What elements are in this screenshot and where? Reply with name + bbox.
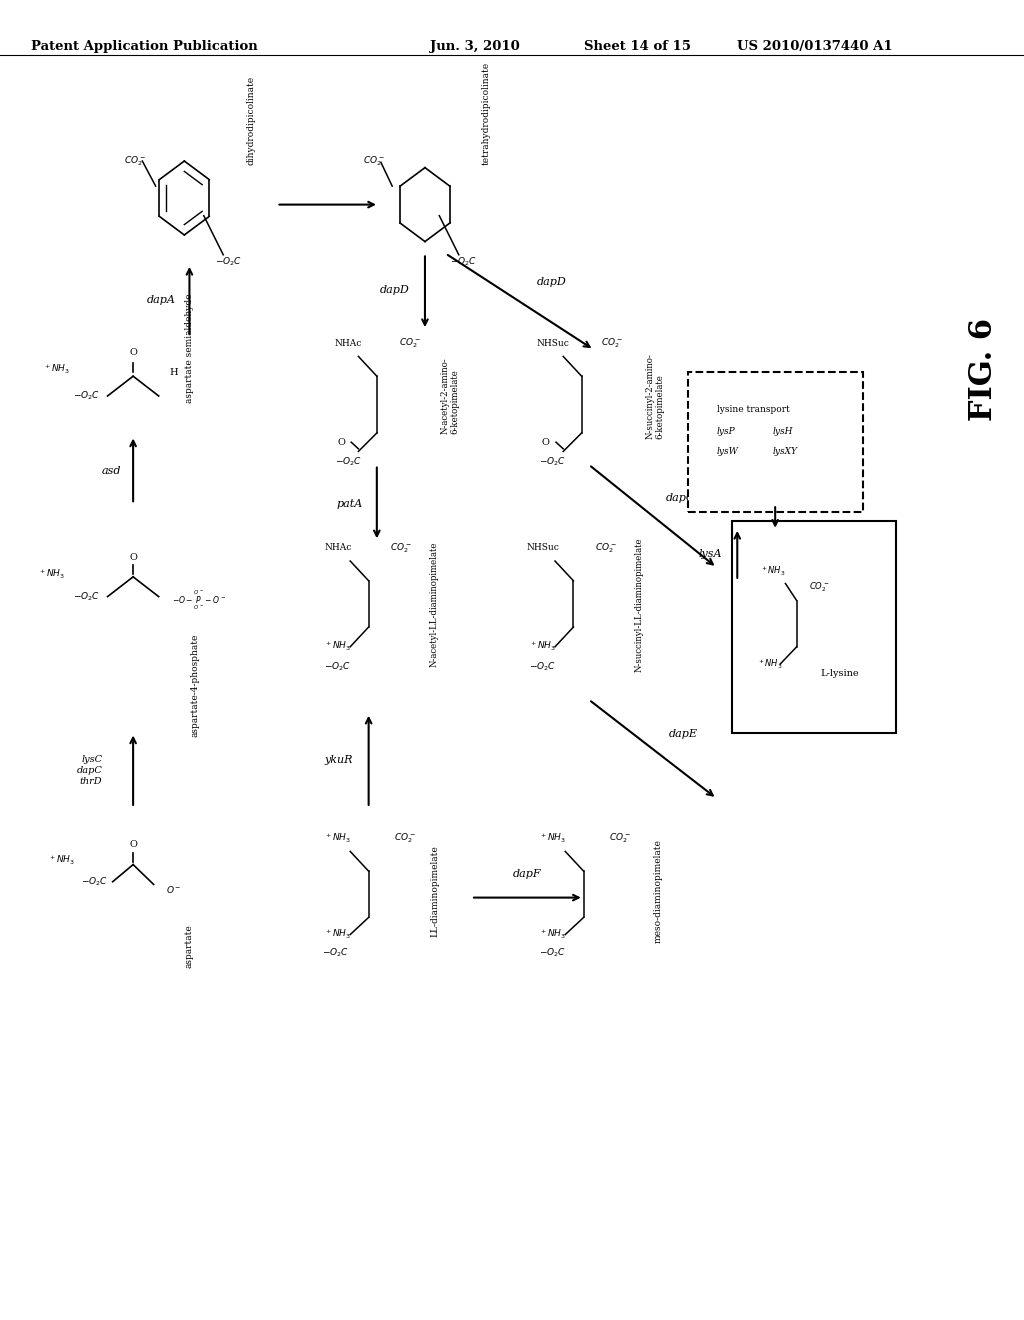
Text: asd: asd	[101, 466, 121, 477]
Text: FIG. 6: FIG. 6	[968, 318, 998, 421]
Text: O: O	[337, 438, 345, 446]
Text: dapE: dapE	[669, 729, 697, 739]
Text: O: O	[129, 553, 137, 561]
Text: $-O_2C$: $-O_2C$	[215, 255, 242, 268]
Text: dapC: dapC	[666, 492, 695, 503]
Text: lysA: lysA	[698, 549, 722, 560]
Text: $-O_2C$: $-O_2C$	[325, 660, 351, 673]
Text: Sheet 14 of 15: Sheet 14 of 15	[584, 40, 690, 53]
FancyBboxPatch shape	[688, 372, 863, 512]
Text: N-succinyl-2-amino-
6-ketopimelate: N-succinyl-2-amino- 6-ketopimelate	[645, 354, 665, 438]
Text: ykuR: ykuR	[325, 755, 353, 766]
Text: N-acetyl-2-amino-
6-ketopimelate: N-acetyl-2-amino- 6-ketopimelate	[440, 358, 460, 434]
FancyBboxPatch shape	[732, 521, 896, 733]
Text: $^+NH_3$: $^+NH_3$	[325, 640, 351, 653]
Text: $-O_2C$: $-O_2C$	[451, 255, 477, 268]
Text: $^+NH_3$: $^+NH_3$	[48, 854, 75, 867]
Text: $CO_2^-$: $CO_2^-$	[393, 832, 416, 845]
Text: Patent Application Publication: Patent Application Publication	[31, 40, 257, 53]
Text: $-O_2C$: $-O_2C$	[74, 389, 100, 403]
Text: $CO_2^-$: $CO_2^-$	[124, 154, 146, 168]
Text: LL-diaminopimelate: LL-diaminopimelate	[430, 845, 439, 937]
Text: O: O	[542, 438, 550, 446]
Text: patA: patA	[336, 499, 362, 510]
Text: $^+NH_3$: $^+NH_3$	[43, 363, 70, 376]
Text: $-O_2C$: $-O_2C$	[540, 946, 566, 960]
Text: H: H	[169, 368, 177, 376]
Text: $^+NH_3$: $^+NH_3$	[325, 832, 351, 845]
Text: N-acetyl-LL-diaminopimelate: N-acetyl-LL-diaminopimelate	[430, 541, 439, 668]
Text: $^+NH_3$: $^+NH_3$	[38, 568, 65, 581]
Text: dihydrodipicolinate: dihydrodipicolinate	[247, 75, 255, 165]
Text: lysW: lysW	[717, 447, 738, 455]
Text: dapF: dapF	[513, 869, 542, 879]
Text: NHAc: NHAc	[325, 544, 351, 552]
Text: $CO_2^-$: $CO_2^-$	[595, 541, 617, 554]
Text: $^+NH_3$: $^+NH_3$	[758, 657, 782, 671]
Text: tetrahydrodipicolinate: tetrahydrodipicolinate	[482, 62, 490, 165]
Text: $-O_2C$: $-O_2C$	[323, 946, 349, 960]
Text: N-succinyl-LL-diaminopimelate: N-succinyl-LL-diaminopimelate	[635, 537, 644, 672]
Text: $-O_2C$: $-O_2C$	[81, 875, 108, 888]
Text: $CO_2^-$: $CO_2^-$	[390, 541, 413, 554]
Text: $^+NH_3$: $^+NH_3$	[529, 640, 556, 653]
Text: $CO_2^-$: $CO_2^-$	[601, 337, 624, 350]
Text: $^+NH_3$: $^+NH_3$	[761, 565, 785, 578]
Text: $-O_2C$: $-O_2C$	[540, 455, 566, 469]
Text: NHSuc: NHSuc	[526, 544, 559, 552]
Text: NHAc: NHAc	[335, 339, 361, 347]
Text: L-lysine: L-lysine	[820, 669, 859, 677]
Text: dapD: dapD	[380, 285, 410, 296]
Text: Jun. 3, 2010: Jun. 3, 2010	[430, 40, 520, 53]
Text: meso-diaminopimelate: meso-diaminopimelate	[653, 840, 663, 942]
Text: $^+NH_3$: $^+NH_3$	[540, 928, 566, 941]
Text: $-O_2C$: $-O_2C$	[529, 660, 556, 673]
Text: $^+NH_3$: $^+NH_3$	[540, 832, 566, 845]
Text: O: O	[129, 841, 137, 849]
Text: aspartate-4-phosphate: aspartate-4-phosphate	[190, 634, 199, 737]
Text: lysP: lysP	[717, 428, 735, 436]
Text: $CO_2^-$: $CO_2^-$	[398, 337, 421, 350]
Text: lysXY: lysXY	[773, 447, 798, 455]
Text: $^+NH_3$: $^+NH_3$	[325, 928, 351, 941]
Text: $CO_2^-$: $CO_2^-$	[608, 832, 631, 845]
Text: $-O_2C$: $-O_2C$	[74, 590, 100, 603]
Text: $CO_2^-$: $CO_2^-$	[362, 154, 385, 168]
Text: US 2010/0137440 A1: US 2010/0137440 A1	[737, 40, 893, 53]
Text: dapA: dapA	[147, 294, 176, 305]
Text: dapD: dapD	[537, 277, 566, 288]
Text: $-O_2C$: $-O_2C$	[335, 455, 361, 469]
Text: aspartate: aspartate	[185, 924, 194, 968]
Text: NHSuc: NHSuc	[537, 339, 569, 347]
Text: lysC
dapC
thrD: lysC dapC thrD	[77, 755, 102, 787]
Text: lysH: lysH	[773, 428, 794, 436]
Text: $CO_2^-$: $CO_2^-$	[809, 581, 829, 594]
Text: O: O	[129, 348, 137, 356]
Text: $-O-\overset{O^-}{\underset{O^-}{P}}-O^-$: $-O-\overset{O^-}{\underset{O^-}{P}}-O^-…	[172, 589, 226, 612]
Text: $O^-$: $O^-$	[166, 884, 181, 895]
Text: lysine transport: lysine transport	[717, 405, 790, 413]
Text: aspartate semialdehyde: aspartate semialdehyde	[185, 293, 194, 403]
